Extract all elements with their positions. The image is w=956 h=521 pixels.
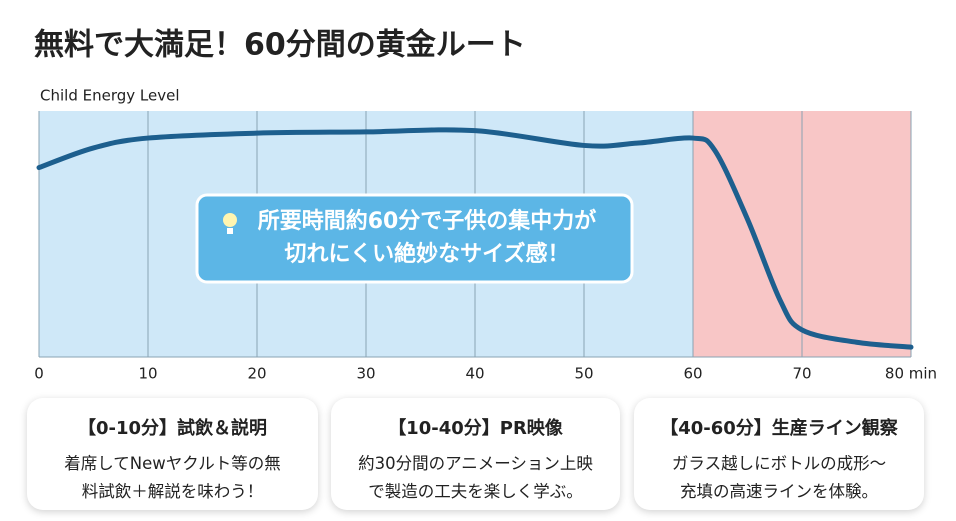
x-tick-label: 20 — [247, 365, 266, 383]
card-text: 着席してNewヤクルト等の無 — [64, 454, 281, 473]
x-tick-label: 40 — [465, 365, 484, 383]
card-text: で製造の工夫を楽しく学ぶ。 — [368, 482, 583, 501]
card-text: ガラス越しにボトルの成形〜 — [671, 454, 887, 473]
card-title: 【10-40分】PR映像 — [388, 418, 563, 439]
chart-title: 無料で大満足！60分間の黄金ルート — [34, 28, 526, 63]
card: 【0-10分】試飲＆説明 着席してNewヤクルト等の無 料試飲＋解説を味わう！ — [27, 398, 318, 510]
x-tick-label: 30 — [356, 365, 375, 383]
card: 【10-40分】PR映像約30分間のアニメーション上映 で製造の工夫を楽しく学ぶ。 — [331, 398, 620, 510]
x-tick-label: 10 — [138, 365, 157, 383]
icon — [227, 228, 233, 234]
y-axis-label: Child Energy Level — [40, 87, 179, 105]
x-tick-label: 80 min — [885, 365, 937, 383]
x-tick-label: 60 — [683, 365, 702, 383]
card-text: 料試飲＋解説を味わう！ — [81, 482, 264, 501]
card-title: 【40-60分】生産ライン観察 — [660, 418, 898, 439]
callout-box — [195, 193, 634, 284]
x-tick-label: 70 — [792, 365, 811, 383]
callout-text: 所要時間約60分で子供の集中力が — [258, 208, 597, 234]
card-text: 充填の高速ラインを体験。 — [680, 482, 878, 501]
icon — [223, 213, 237, 227]
card-title: 【0-10分】試飲＆説明 — [77, 418, 268, 439]
card-text: 約30分間のアニメーション上映 — [358, 454, 593, 473]
x-tick-label: 0 — [34, 365, 44, 383]
x-tick-label: 50 — [574, 365, 593, 383]
line — [36, 127, 914, 350]
card: 【40-60分】生産ライン観察 ガラス越しにボトルの成形〜 充填の高速ラインを体験。 — [634, 398, 924, 510]
callout-text: 切れにくい絶妙なサイズ感！ — [285, 241, 570, 267]
